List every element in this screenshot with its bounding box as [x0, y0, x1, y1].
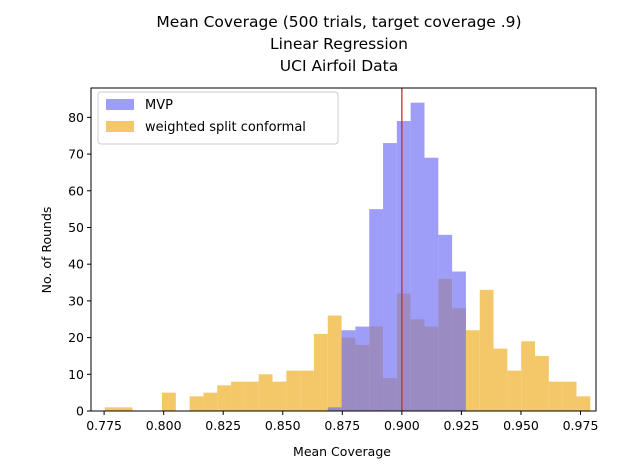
bar-weighted-split-conformal-9: [272, 381, 287, 411]
y-tick-label-7: 70: [68, 147, 84, 162]
bar-weighted-split-conformal-25: [493, 348, 508, 411]
x-tick-label-1: 0.800: [146, 418, 182, 433]
x-tick-label-5: 0.900: [384, 418, 420, 433]
bar-weighted-split-conformal-8: [258, 374, 273, 411]
x-tick-label-6: 0.925: [444, 418, 480, 433]
x-tick-label-2: 0.825: [205, 418, 241, 433]
bar-weighted-split-conformal-13: [327, 315, 342, 411]
legend-label-mvp: MVP: [145, 98, 173, 113]
bar-weighted-split-conformal-12: [313, 333, 328, 411]
y-tick-label-0: 0: [76, 404, 84, 419]
bar-weighted-split-conformal-3: [189, 396, 204, 411]
bar-mvp-1: [341, 330, 356, 411]
y-tick-label-8: 80: [68, 110, 84, 125]
x-tick-label-0: 0.775: [86, 418, 122, 433]
bar-mvp-0: [327, 407, 342, 411]
bar-weighted-split-conformal-26: [507, 370, 522, 411]
bar-mvp-6: [410, 102, 425, 411]
plot-area: 0.775 0.800 0.825 0.850 0.875 0.900 0.925 0.950…: [68, 87, 598, 433]
bar-mvp-3: [369, 209, 384, 411]
y-tick-label-1: 10: [68, 367, 84, 382]
x-tick-label-7: 0.950: [503, 418, 539, 433]
y-tick-label-4: 40: [68, 257, 84, 272]
bar-weighted-split-conformal-10: [286, 370, 301, 411]
x-axis-ticks: 0.775 0.800 0.825 0.850 0.875 0.900 0.925 0.950…: [86, 411, 598, 433]
bar-weighted-split-conformal-31: [576, 396, 591, 411]
chart-title-line-3: UCI Airfoil Data: [280, 57, 398, 75]
y-tick-label-5: 50: [68, 220, 84, 235]
bar-mvp-8: [438, 234, 453, 411]
x-tick-label-4: 0.875: [324, 418, 360, 433]
bar-weighted-split-conformal-4: [203, 392, 218, 411]
bar-mvp-5: [396, 121, 411, 411]
bar-mvp-4: [383, 143, 397, 411]
bars-layer: [104, 102, 591, 411]
legend-box: [97, 91, 339, 145]
bar-weighted-split-conformal-2: [161, 392, 176, 411]
bar-weighted-split-conformal-1: [118, 407, 133, 411]
legend-swatch-weighted-split-conformal: [106, 121, 134, 132]
chart-title-line-2: Linear Regression: [270, 35, 408, 53]
bar-mvp-9: [452, 271, 466, 411]
bar-mvp-7: [424, 157, 439, 411]
bar-weighted-split-conformal-30: [562, 381, 577, 411]
bar-weighted-split-conformal-29: [548, 381, 563, 411]
bar-weighted-split-conformal-6: [231, 381, 245, 411]
chart-title-line-1: Mean Coverage (500 trials, target covera…: [156, 13, 521, 31]
y-axis-ticks: 0 10 20 30 40 50 60 70 80: [68, 110, 91, 419]
bar-mvp-2: [355, 326, 370, 411]
bar-weighted-split-conformal-0: [104, 407, 119, 411]
y-tick-label-6: 60: [68, 183, 84, 198]
legend: MVP weighted split conformal: [97, 91, 339, 145]
legend-swatch-mvp: [106, 99, 134, 110]
bar-weighted-split-conformal-5: [217, 385, 232, 411]
bar-weighted-split-conformal-11: [300, 370, 314, 411]
bar-weighted-split-conformal-27: [521, 341, 536, 411]
plot-frame: [90, 87, 597, 412]
legend-label-weighted-split-conformal: weighted split conformal: [145, 120, 306, 135]
bar-weighted-split-conformal-24: [479, 289, 494, 411]
x-tick-label-8: 0.975: [563, 418, 599, 433]
bar-weighted-split-conformal-7: [244, 381, 259, 411]
x-axis-label: Mean Coverage: [293, 444, 391, 459]
bar-weighted-split-conformal-28: [535, 355, 549, 411]
y-tick-label-3: 30: [68, 293, 84, 308]
chart-title: Mean Coverage (500 trials, target covera…: [156, 13, 521, 75]
y-tick-label-2: 20: [68, 330, 84, 345]
x-tick-label-3: 0.850: [265, 418, 301, 433]
y-axis-label: No. of Rounds: [39, 207, 54, 294]
bar-weighted-split-conformal-23: [465, 330, 480, 411]
